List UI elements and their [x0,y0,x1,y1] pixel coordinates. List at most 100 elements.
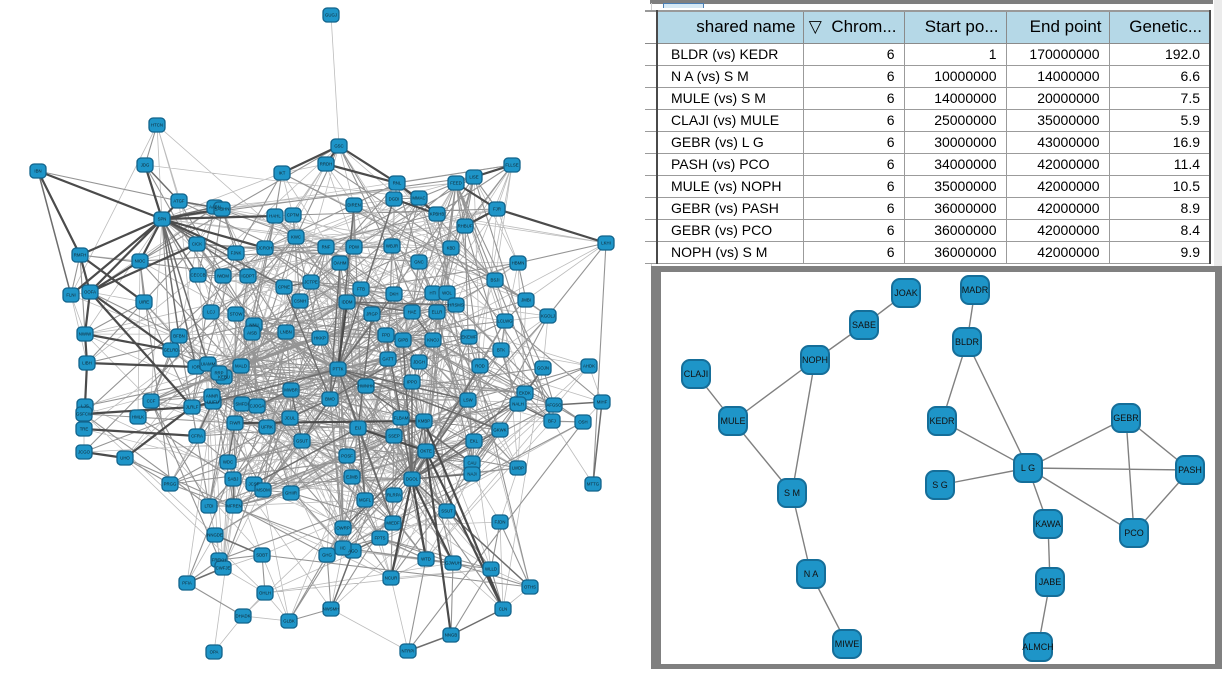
svg-text:SSEP: SSEP [388,434,400,439]
svg-text:LCLWG: LCLWG [498,319,514,324]
svg-text:WBJR: WBJR [386,244,398,249]
svg-text:DHADK: DHADK [235,614,250,619]
svg-text:IKT: IKT [279,171,286,176]
svg-text:MGFL: MGFL [359,498,372,503]
svg-text:POSF: POSF [341,454,353,459]
svg-text:LISE: LISE [469,175,478,180]
svg-text:IWDM: IWDM [217,274,229,279]
svg-text:OWRP: OWRP [336,526,350,531]
svg-text:DGOL: DGOL [406,477,419,482]
svg-text:AISB: AISB [247,331,257,336]
svg-text:MULE: MULE [720,416,745,426]
svg-text:LWDP: LWDP [512,466,524,471]
svg-text:HKKP: HKKP [314,336,326,341]
svg-text:HAE: HAE [408,310,417,315]
svg-text:NWSMH: NWSMH [323,607,340,612]
svg-text:PDW: PDW [349,245,360,250]
svg-text:HBMN: HBMN [512,261,525,266]
svg-text:TRE: TRE [80,427,89,432]
svg-text:CICK: CICK [192,242,202,247]
svg-text:GHIIR: GHIIR [285,491,297,496]
svg-text:AFGSO: AFGSO [546,403,562,408]
svg-text:LNBN: LNBN [280,330,291,335]
svg-text:MALD: MALD [235,364,247,369]
svg-text:PFIA: PFIA [182,581,192,586]
svg-text:MIEDF: MIEDF [386,521,400,526]
svg-text:MIWE: MIWE [835,639,860,649]
svg-text:PTTK: PTTK [333,367,344,372]
svg-text:FIWR: FIWR [230,421,241,426]
svg-text:N A: N A [804,569,819,579]
svg-text:GSC: GSC [334,144,343,149]
svg-text:GUGJ: GUGJ [325,13,337,18]
svg-text:OHLH: OHLH [259,591,271,596]
svg-text:IIC: IIC [340,546,346,551]
svg-text:MIHF: MIHF [597,400,608,405]
svg-text:CJOGA: CJOGA [250,404,265,409]
svg-text:IDDM: IDDM [342,300,353,305]
svg-text:SABE: SABE [852,320,876,330]
svg-text:DIREN: DIREN [347,203,360,208]
svg-text:FLLSE: FLLSE [505,163,518,168]
svg-text:HTCN: HTCN [151,123,163,128]
svg-text:ATGF: ATGF [173,199,185,204]
svg-text:DGDI: DGDI [389,197,400,202]
svg-text:BLDR: BLDR [955,337,980,347]
svg-text:RHBUF: RHBUF [458,224,473,229]
svg-text:GATT: GATT [382,357,394,362]
svg-text:KWC: KWC [291,235,301,240]
svg-text:GNC: GNC [414,260,424,265]
svg-text:CECCB: CECCB [190,273,205,278]
svg-text:NIOC: NIOC [135,259,146,264]
svg-text:OPA: OPA [210,650,219,655]
svg-text:CAU: CAU [467,461,476,466]
svg-text:IGDPT: IGDPT [241,274,255,279]
svg-text:SABHN: SABHN [215,207,230,212]
svg-text:KAWA: KAWA [1035,519,1061,529]
svg-text:HWNHK: HWNHK [358,384,374,389]
svg-text:NCUR: NCUR [385,576,397,581]
svg-text:ROD: ROD [475,364,485,369]
svg-text:LIBH: LIBH [82,361,92,366]
svg-text:PCO: PCO [1124,528,1144,538]
svg-text:NNU: NNU [249,323,258,328]
svg-text:BTK: BTK [497,348,505,353]
svg-text:AHDK: AHDK [583,364,595,369]
svg-text:EKDK: EKDK [519,391,531,396]
svg-text:CCF: CCF [147,399,156,404]
svg-text:MWBR: MWBR [284,388,298,393]
svg-text:MFREN: MFREN [226,504,241,509]
svg-text:JMBI: JMBI [521,298,531,303]
svg-text:NALH: NALH [512,402,523,407]
svg-text:WLLD: WLLD [485,567,497,572]
svg-text:AGO: AGO [348,549,358,554]
svg-text:S M: S M [784,488,800,498]
svg-text:FREKH: FREKH [212,558,227,563]
svg-text:CWFJE: CWFJE [216,566,231,571]
svg-text:DKH: DKH [389,292,398,297]
svg-text:JCGO: JCGO [78,450,91,455]
svg-text:JCTPE: JCTPE [304,280,318,285]
svg-text:FJDN: FJDN [495,520,506,525]
svg-text:EIJ: EIJ [355,426,361,431]
svg-text:MMAC: MMAC [412,196,425,201]
svg-text:ANNR: ANNR [206,394,218,399]
svg-text:SPN: SPN [158,217,167,222]
svg-text:JCSP: JCSP [249,482,260,487]
svg-text:NTRPI: NTRPI [402,649,415,654]
svg-text:CLN: CLN [499,607,508,612]
svg-text:GHG: GHG [322,553,332,558]
svg-text:GKWK: GKWK [493,428,506,433]
svg-text:WOL: WOL [442,291,452,296]
svg-text:RRDH: RRDH [320,162,332,167]
svg-text:SMFDI: SMFDI [235,402,248,407]
svg-text:JLRLF: JLRLF [186,405,199,410]
svg-text:SDBT: SDBT [256,553,268,558]
svg-text:GELRD: GELRD [164,348,179,353]
svg-text:LKHI: LKHI [601,241,611,246]
svg-text:MSOM: MSOM [256,488,270,493]
svg-text:GLBK: GLBK [283,619,295,624]
svg-text:UIRE: UIRE [139,300,149,305]
svg-text:PASH: PASH [1178,465,1202,475]
svg-text:RNF: RNF [322,245,331,250]
